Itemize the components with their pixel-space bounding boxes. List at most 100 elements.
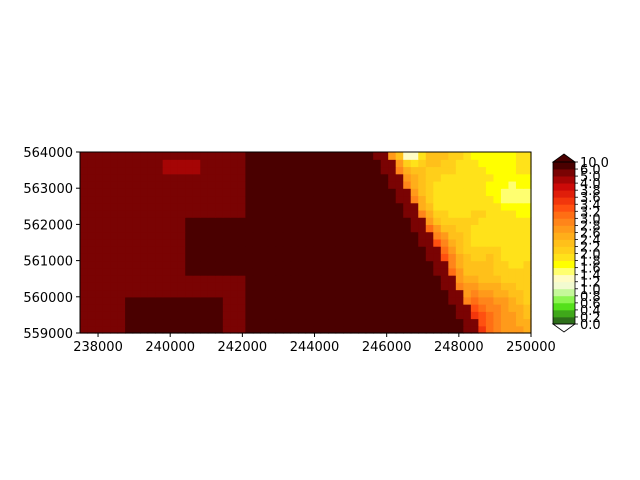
- heatmap-cell: [365, 224, 374, 233]
- heatmap-cell: [305, 231, 314, 240]
- heatmap-cell: [380, 296, 389, 305]
- heatmap-cell: [125, 217, 134, 225]
- heatmap-cell: [508, 304, 517, 312]
- heatmap-cell: [410, 217, 419, 225]
- heatmap-cell: [282, 238, 292, 247]
- heatmap-cell: [515, 325, 525, 334]
- heatmap-cell: [215, 224, 224, 233]
- heatmap-cell: [350, 238, 359, 247]
- heatmap-cell: [140, 253, 149, 262]
- heatmap-cell: [478, 304, 487, 312]
- heatmap-cell: [523, 311, 532, 320]
- heatmap-cell: [155, 159, 164, 168]
- heatmap-cell: [403, 289, 412, 298]
- heatmap-cell: [140, 180, 149, 189]
- heatmap-cell: [493, 318, 502, 327]
- heatmap-cell: [260, 152, 269, 160]
- heatmap-cell: [230, 173, 239, 182]
- heatmap-cell: [305, 246, 314, 254]
- heatmap-cell: [252, 180, 261, 189]
- heatmap-cell: [162, 180, 171, 189]
- heatmap-cell: [373, 217, 382, 225]
- heatmap-cell: [455, 231, 464, 240]
- heatmap-cell: [192, 289, 201, 298]
- heatmap-cell: [80, 238, 89, 247]
- heatmap-cell: [358, 166, 367, 175]
- heatmap-cell: [95, 296, 104, 305]
- heatmap-cell: [297, 325, 307, 334]
- heatmap-cell: [192, 209, 201, 218]
- heatmap-cell: [358, 202, 367, 211]
- heatmap-cell: [200, 180, 209, 189]
- heatmap-cell: [463, 296, 472, 305]
- y-tick-label: 562000: [23, 218, 73, 233]
- heatmap-cell: [403, 246, 412, 254]
- heatmap-cell: [140, 275, 149, 283]
- heatmap-cell: [410, 209, 419, 218]
- heatmap-cell: [87, 246, 96, 254]
- heatmap-cell: [252, 275, 261, 283]
- heatmap-cell: [95, 224, 104, 233]
- heatmap-cell: [275, 224, 284, 233]
- heatmap-cell: [500, 166, 510, 175]
- heatmap-cell: [275, 231, 284, 240]
- heatmap-cell: [252, 231, 261, 240]
- heatmap-cell: [313, 318, 322, 327]
- heatmap-cell: [508, 267, 517, 276]
- heatmap-cell: [260, 275, 269, 283]
- heatmap-cell: [185, 325, 194, 334]
- heatmap-cell: [343, 318, 352, 327]
- heatmap-cell: [328, 296, 337, 305]
- heatmap-cell: [500, 238, 510, 247]
- heatmap-cell: [478, 246, 487, 254]
- heatmap-cell: [87, 195, 96, 204]
- heatmap-cell: [470, 275, 479, 283]
- heatmap-cell: [388, 325, 397, 334]
- heatmap-cell: [328, 152, 337, 160]
- heatmap-cell: [147, 188, 156, 197]
- heatmap-cell: [162, 238, 171, 247]
- heatmap-cell: [365, 260, 374, 269]
- heatmap-cell: [237, 188, 246, 197]
- heatmap-cell: [515, 238, 525, 247]
- heatmap-cell: [403, 166, 412, 175]
- heatmap-cell: [102, 159, 111, 168]
- heatmap-cell: [200, 325, 209, 334]
- heatmap-cell: [433, 238, 442, 247]
- heatmap-cell: [230, 282, 239, 291]
- heatmap-cell: [343, 246, 352, 254]
- heatmap-cell: [237, 173, 246, 182]
- heatmap-cell: [290, 224, 299, 233]
- heatmap-cell: [508, 260, 517, 269]
- heatmap-cell: [155, 318, 164, 327]
- heatmap-cell: [455, 260, 464, 269]
- heatmap-cell: [448, 318, 457, 327]
- heatmap-cell: [440, 267, 449, 276]
- heatmap-cell: [350, 282, 359, 291]
- heatmap-cell: [403, 267, 412, 276]
- heatmap-cell: [448, 289, 457, 298]
- colorbar-tick-label: 0.2: [580, 311, 601, 326]
- heatmap-cell: [410, 238, 419, 247]
- heatmap-cell: [102, 217, 111, 225]
- heatmap-cell: [343, 289, 352, 298]
- heatmap-cell: [418, 296, 427, 305]
- heatmap-cell: [493, 253, 502, 262]
- heatmap-cell: [80, 296, 89, 305]
- heatmap-cell: [230, 311, 239, 320]
- heatmap-cell: [80, 209, 89, 218]
- heatmap-cell: [192, 202, 201, 211]
- heatmap-cell: [395, 202, 404, 211]
- heatmap-cell: [282, 253, 292, 262]
- heatmap-cell: [388, 267, 397, 276]
- heatmap-cell: [267, 267, 277, 276]
- heatmap-cell: [177, 260, 186, 269]
- heatmap-cell: [440, 275, 449, 283]
- heatmap-cell: [343, 260, 352, 269]
- heatmap-cell: [117, 282, 126, 291]
- heatmap-cell: [230, 180, 239, 189]
- heatmap-cell: [282, 318, 292, 327]
- heatmap-cell: [373, 289, 382, 298]
- heatmap-cell: [418, 209, 427, 218]
- heatmap-cell: [267, 304, 277, 312]
